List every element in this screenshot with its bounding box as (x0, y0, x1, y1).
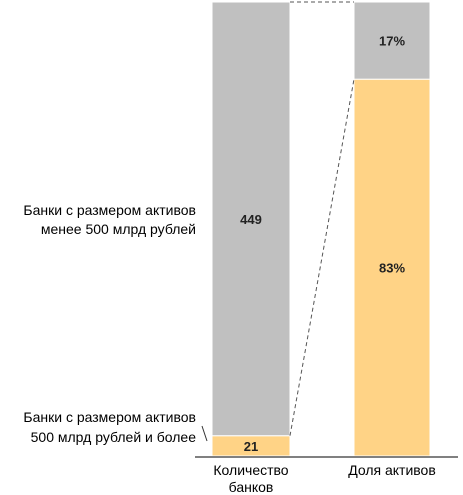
category-label-1-line-2: банков (229, 479, 274, 495)
legend-layer: Банки с размером активов 500 млрд рублей … (23, 202, 208, 445)
bars-layer (211, 1, 431, 457)
series-label-leader (201, 425, 208, 442)
series-label-2-line-2: менее 500 млрд рублей (41, 221, 196, 237)
series-label-1-line-1: Банки с размером активов (23, 409, 196, 425)
connector-line-lower (289, 79, 355, 436)
bar-segment-1-2 (211, 1, 291, 437)
connectors-layer (289, 1, 355, 436)
bar-segment-2-2 (353, 1, 431, 80)
data-label-1-2: 449 (240, 212, 262, 227)
category-label-2-line-1: Доля активов (348, 462, 436, 478)
data-label-2-1: 83% (379, 261, 405, 276)
data-label-1-1: 21 (244, 439, 258, 454)
category-label-1-line-1: Количество (213, 462, 288, 478)
data-labels-layer: 21 449 83% 17% (240, 34, 405, 454)
series-label-1-line-2: 500 млрд рублей и более (31, 429, 197, 445)
data-label-2-2: 17% (379, 34, 405, 49)
series-label-2-line-1: Банки с размером активов (23, 202, 196, 218)
